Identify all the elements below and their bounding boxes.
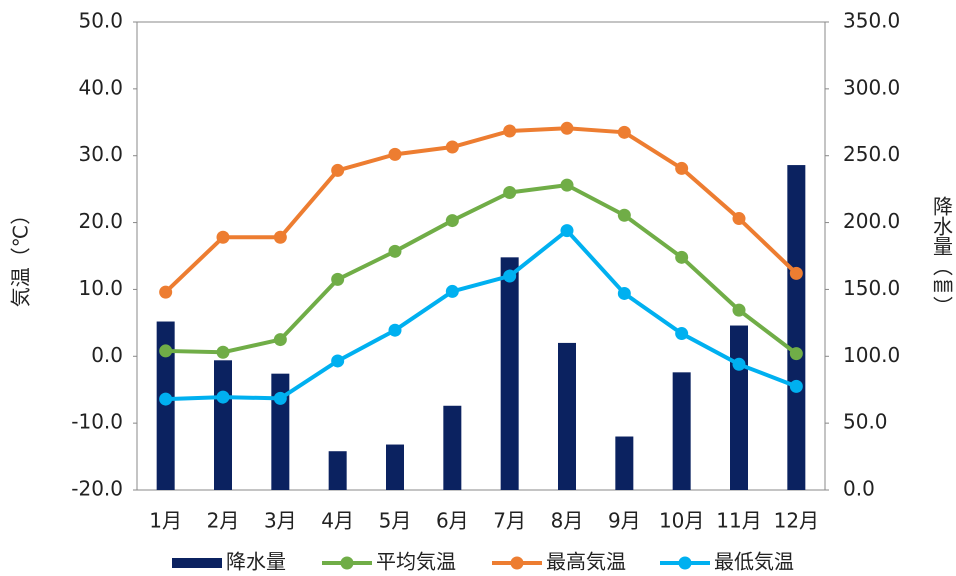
x-tick-label: 11月 <box>716 509 761 533</box>
marker <box>445 214 459 228</box>
x-tick-label: 9月 <box>608 509 641 533</box>
y-tick-label: 40.0 <box>78 75 123 99</box>
marker <box>789 266 803 280</box>
x-tick-label: 1月 <box>149 509 182 533</box>
x-tick-label: 5月 <box>379 509 412 533</box>
marker <box>732 303 746 317</box>
marker <box>503 185 517 199</box>
marker <box>560 224 574 238</box>
legend-marker <box>678 556 692 570</box>
marker <box>331 163 345 177</box>
bar <box>558 342 576 490</box>
marker <box>789 379 803 393</box>
y2-tick-label: 100.0 <box>843 343 900 367</box>
bar <box>615 436 634 490</box>
y2-tick-label: 0.0 <box>843 477 875 501</box>
x-tick-label: 2月 <box>207 509 240 533</box>
x-tick-label: 10月 <box>659 509 704 533</box>
x-tick-label: 3月 <box>264 509 297 533</box>
marker <box>560 121 574 135</box>
y-tick-label: -20.0 <box>71 477 123 501</box>
line <box>165 228 798 402</box>
marker <box>445 284 459 298</box>
marker <box>273 391 287 405</box>
marker <box>675 250 689 264</box>
y-tick-label: 10.0 <box>78 276 123 300</box>
legend-swatch <box>172 558 222 568</box>
bar <box>443 405 462 490</box>
legend-label: 最低気温 <box>714 550 794 574</box>
y2-tick-label: 350.0 <box>843 9 900 33</box>
legend-label: 平均気温 <box>376 550 456 574</box>
marker <box>388 147 402 161</box>
legend-label: 最高気温 <box>546 550 626 574</box>
bar <box>156 321 175 490</box>
marker <box>331 354 345 368</box>
marker <box>388 323 402 337</box>
x-tick-label: 4月 <box>321 509 354 533</box>
line <box>165 183 798 356</box>
legend-label: 降水量 <box>226 550 286 574</box>
bar <box>328 451 347 490</box>
marker <box>216 230 230 244</box>
x-tick-label: 6月 <box>436 509 469 533</box>
marker <box>445 140 459 154</box>
marker <box>617 208 631 222</box>
marker <box>675 327 689 341</box>
marker <box>675 161 689 175</box>
bar <box>271 373 290 490</box>
bar <box>214 360 232 490</box>
marker <box>732 212 746 226</box>
y2-tick-label: 250.0 <box>843 142 900 166</box>
legend-marker <box>510 556 524 570</box>
bar <box>500 257 519 490</box>
bar <box>730 325 748 490</box>
bar <box>787 165 806 490</box>
marker <box>388 244 402 258</box>
y-tick-label: 20.0 <box>78 209 123 233</box>
marker <box>331 272 345 286</box>
line <box>164 126 798 294</box>
y2-tick-label: 150.0 <box>843 276 900 300</box>
marker <box>159 285 173 299</box>
marker <box>159 344 173 358</box>
marker <box>159 392 173 406</box>
marker <box>216 390 230 404</box>
y-tick-label: 0.0 <box>91 343 123 367</box>
marker <box>617 125 631 139</box>
marker <box>503 269 517 283</box>
y2-axis-label: 降水量（㎜） <box>930 196 954 316</box>
marker <box>617 286 631 300</box>
y-axis-label: 気温（℃） <box>9 205 33 307</box>
bar <box>672 372 691 490</box>
marker <box>732 357 746 371</box>
y-tick-label: 50.0 <box>78 9 123 33</box>
legend-marker <box>340 556 354 570</box>
marker <box>560 178 574 192</box>
bar <box>386 444 404 490</box>
y2-tick-label: 50.0 <box>843 410 888 434</box>
x-tick-label: 7月 <box>493 509 526 533</box>
marker <box>503 124 517 138</box>
marker <box>273 333 287 347</box>
plot-frame <box>136 21 826 491</box>
marker <box>216 345 230 359</box>
marker <box>273 230 287 244</box>
x-tick-label: 12月 <box>774 509 819 533</box>
x-tick-label: 8月 <box>551 509 584 533</box>
y-tick-label: 30.0 <box>78 142 123 166</box>
y-tick-label: -10.0 <box>71 410 123 434</box>
y2-tick-label: 300.0 <box>843 75 900 99</box>
marker <box>789 347 803 361</box>
y2-tick-label: 200.0 <box>843 209 900 233</box>
